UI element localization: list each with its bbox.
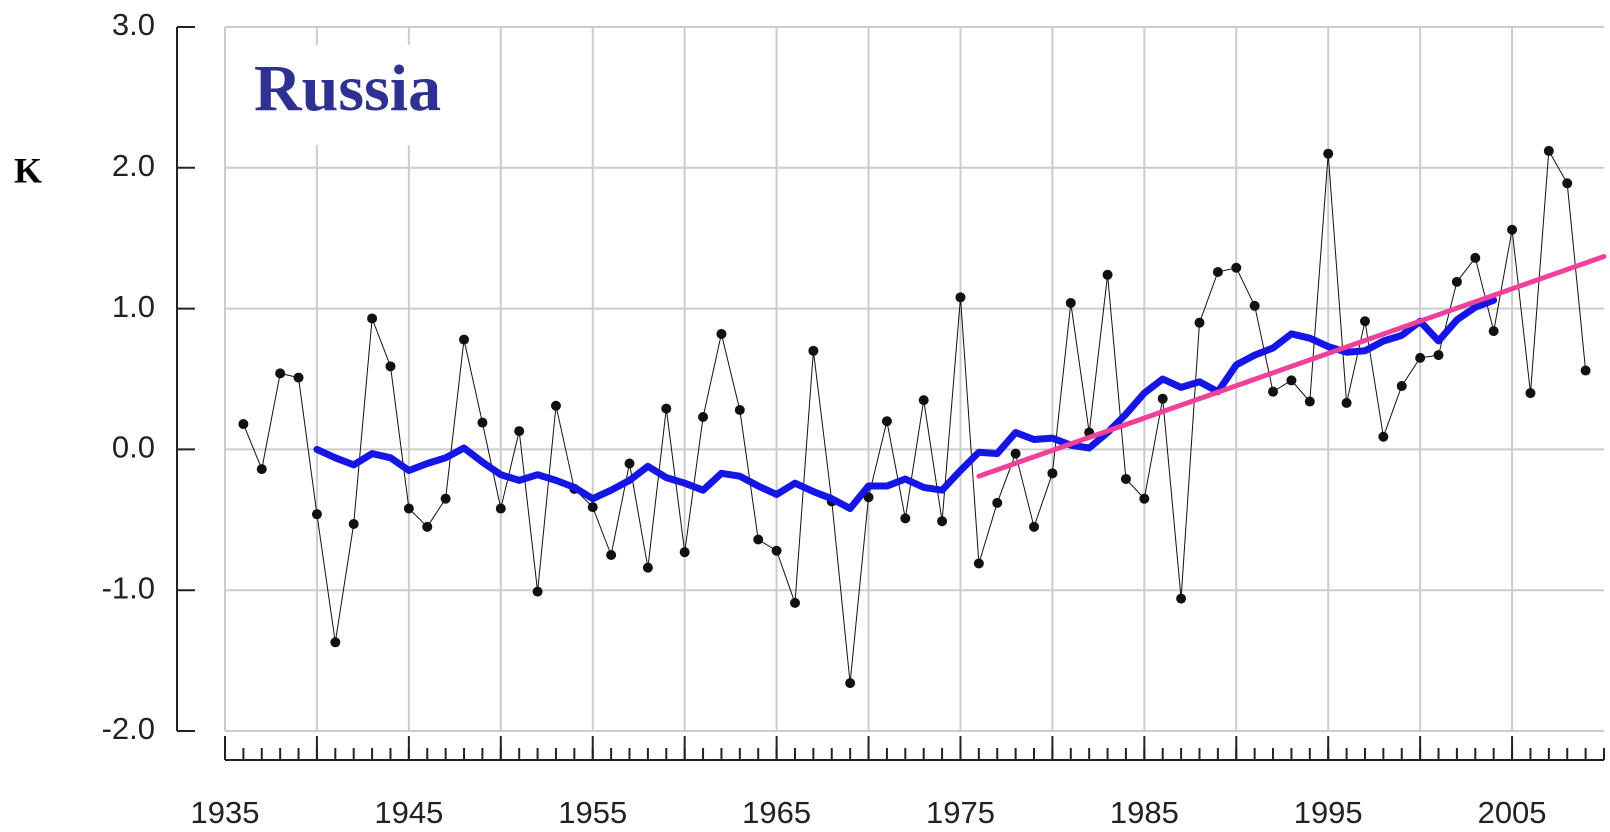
data-point (1176, 593, 1187, 604)
chart-title: Russia (254, 52, 441, 125)
y-tick-label: 3.0 (112, 7, 155, 42)
data-point (881, 416, 892, 427)
data-point (385, 361, 396, 372)
data-point (937, 516, 948, 527)
data-point (992, 497, 1003, 508)
data-point (256, 464, 267, 475)
data-point (789, 597, 800, 608)
data-point (863, 492, 874, 503)
data-point (1029, 521, 1040, 532)
data-point (698, 412, 709, 423)
data-point (1525, 388, 1536, 399)
data-point (348, 519, 359, 530)
data-point (1249, 300, 1260, 311)
data-point (1065, 297, 1076, 308)
data-point (1359, 316, 1370, 327)
x-tick-label: 1975 (926, 795, 995, 830)
x-tick-label: 1945 (374, 795, 443, 830)
data-point (1415, 352, 1426, 363)
data-point (440, 493, 451, 504)
data-point (1047, 468, 1058, 479)
y-tick-label: -1.0 (102, 570, 155, 605)
x-tick-label: 1955 (558, 795, 627, 830)
data-point (1488, 326, 1499, 337)
data-point (624, 458, 635, 469)
data-point (1010, 448, 1021, 459)
data-point (1194, 317, 1205, 328)
data-point (1286, 375, 1297, 386)
data-point (1323, 148, 1334, 159)
data-point (973, 558, 984, 569)
data-point (1231, 262, 1242, 273)
data-point (1562, 178, 1573, 189)
data-point (1157, 393, 1168, 404)
data-point (955, 292, 966, 303)
y-axis-label: K (14, 150, 42, 190)
data-point (1212, 266, 1223, 277)
data-point (771, 545, 782, 556)
data-point (293, 372, 304, 383)
data-point (1580, 365, 1591, 376)
data-point (845, 678, 856, 689)
data-point (1396, 381, 1407, 392)
y-tick-label: 0.0 (112, 430, 155, 465)
data-point (1507, 224, 1518, 235)
grid (224, 26, 1604, 732)
x-tick-label: 2005 (1478, 795, 1547, 830)
data-point (514, 426, 525, 437)
data-point (1139, 493, 1150, 504)
data-point (1120, 473, 1131, 484)
data-point (1433, 350, 1444, 361)
data-point (734, 404, 745, 415)
data-point (1304, 396, 1315, 407)
data-point (330, 637, 341, 648)
data-point (367, 313, 378, 324)
data-point (1470, 252, 1481, 263)
x-tick-label: 1965 (742, 795, 811, 830)
data-point (1268, 386, 1279, 397)
data-point (587, 502, 598, 513)
data-point (1451, 276, 1462, 287)
y-tick-label: 1.0 (112, 289, 155, 324)
data-point (1543, 145, 1554, 156)
series-line (242, 150, 1587, 684)
data-point (477, 417, 488, 428)
data-point (311, 509, 322, 520)
series-line (313, 296, 1498, 512)
data-point (275, 368, 286, 379)
data-point (753, 534, 764, 545)
data-point (1102, 269, 1113, 280)
series-line (976, 254, 1607, 479)
data-point (679, 547, 690, 558)
data-point (495, 503, 506, 514)
data-point (661, 403, 672, 414)
y-tick-label: -2.0 (102, 711, 155, 746)
data-point (403, 503, 414, 514)
data-point (716, 328, 727, 339)
data-point (808, 345, 819, 356)
x-tick-label: 1985 (1110, 795, 1179, 830)
data-point (606, 550, 617, 560)
data-point (1341, 397, 1352, 408)
data-point (900, 513, 911, 524)
data-point (642, 562, 653, 573)
x-tick-label: 1995 (1294, 795, 1363, 830)
y-tick-label: 2.0 (112, 148, 155, 183)
data-point (1378, 431, 1389, 442)
data-point (550, 400, 561, 411)
x-tick-label: 1935 (191, 795, 260, 830)
data-point (422, 521, 433, 532)
title-box (248, 45, 473, 145)
data-point (238, 419, 249, 430)
data-point (459, 334, 470, 345)
data-point (918, 395, 929, 406)
data-point (532, 586, 543, 597)
